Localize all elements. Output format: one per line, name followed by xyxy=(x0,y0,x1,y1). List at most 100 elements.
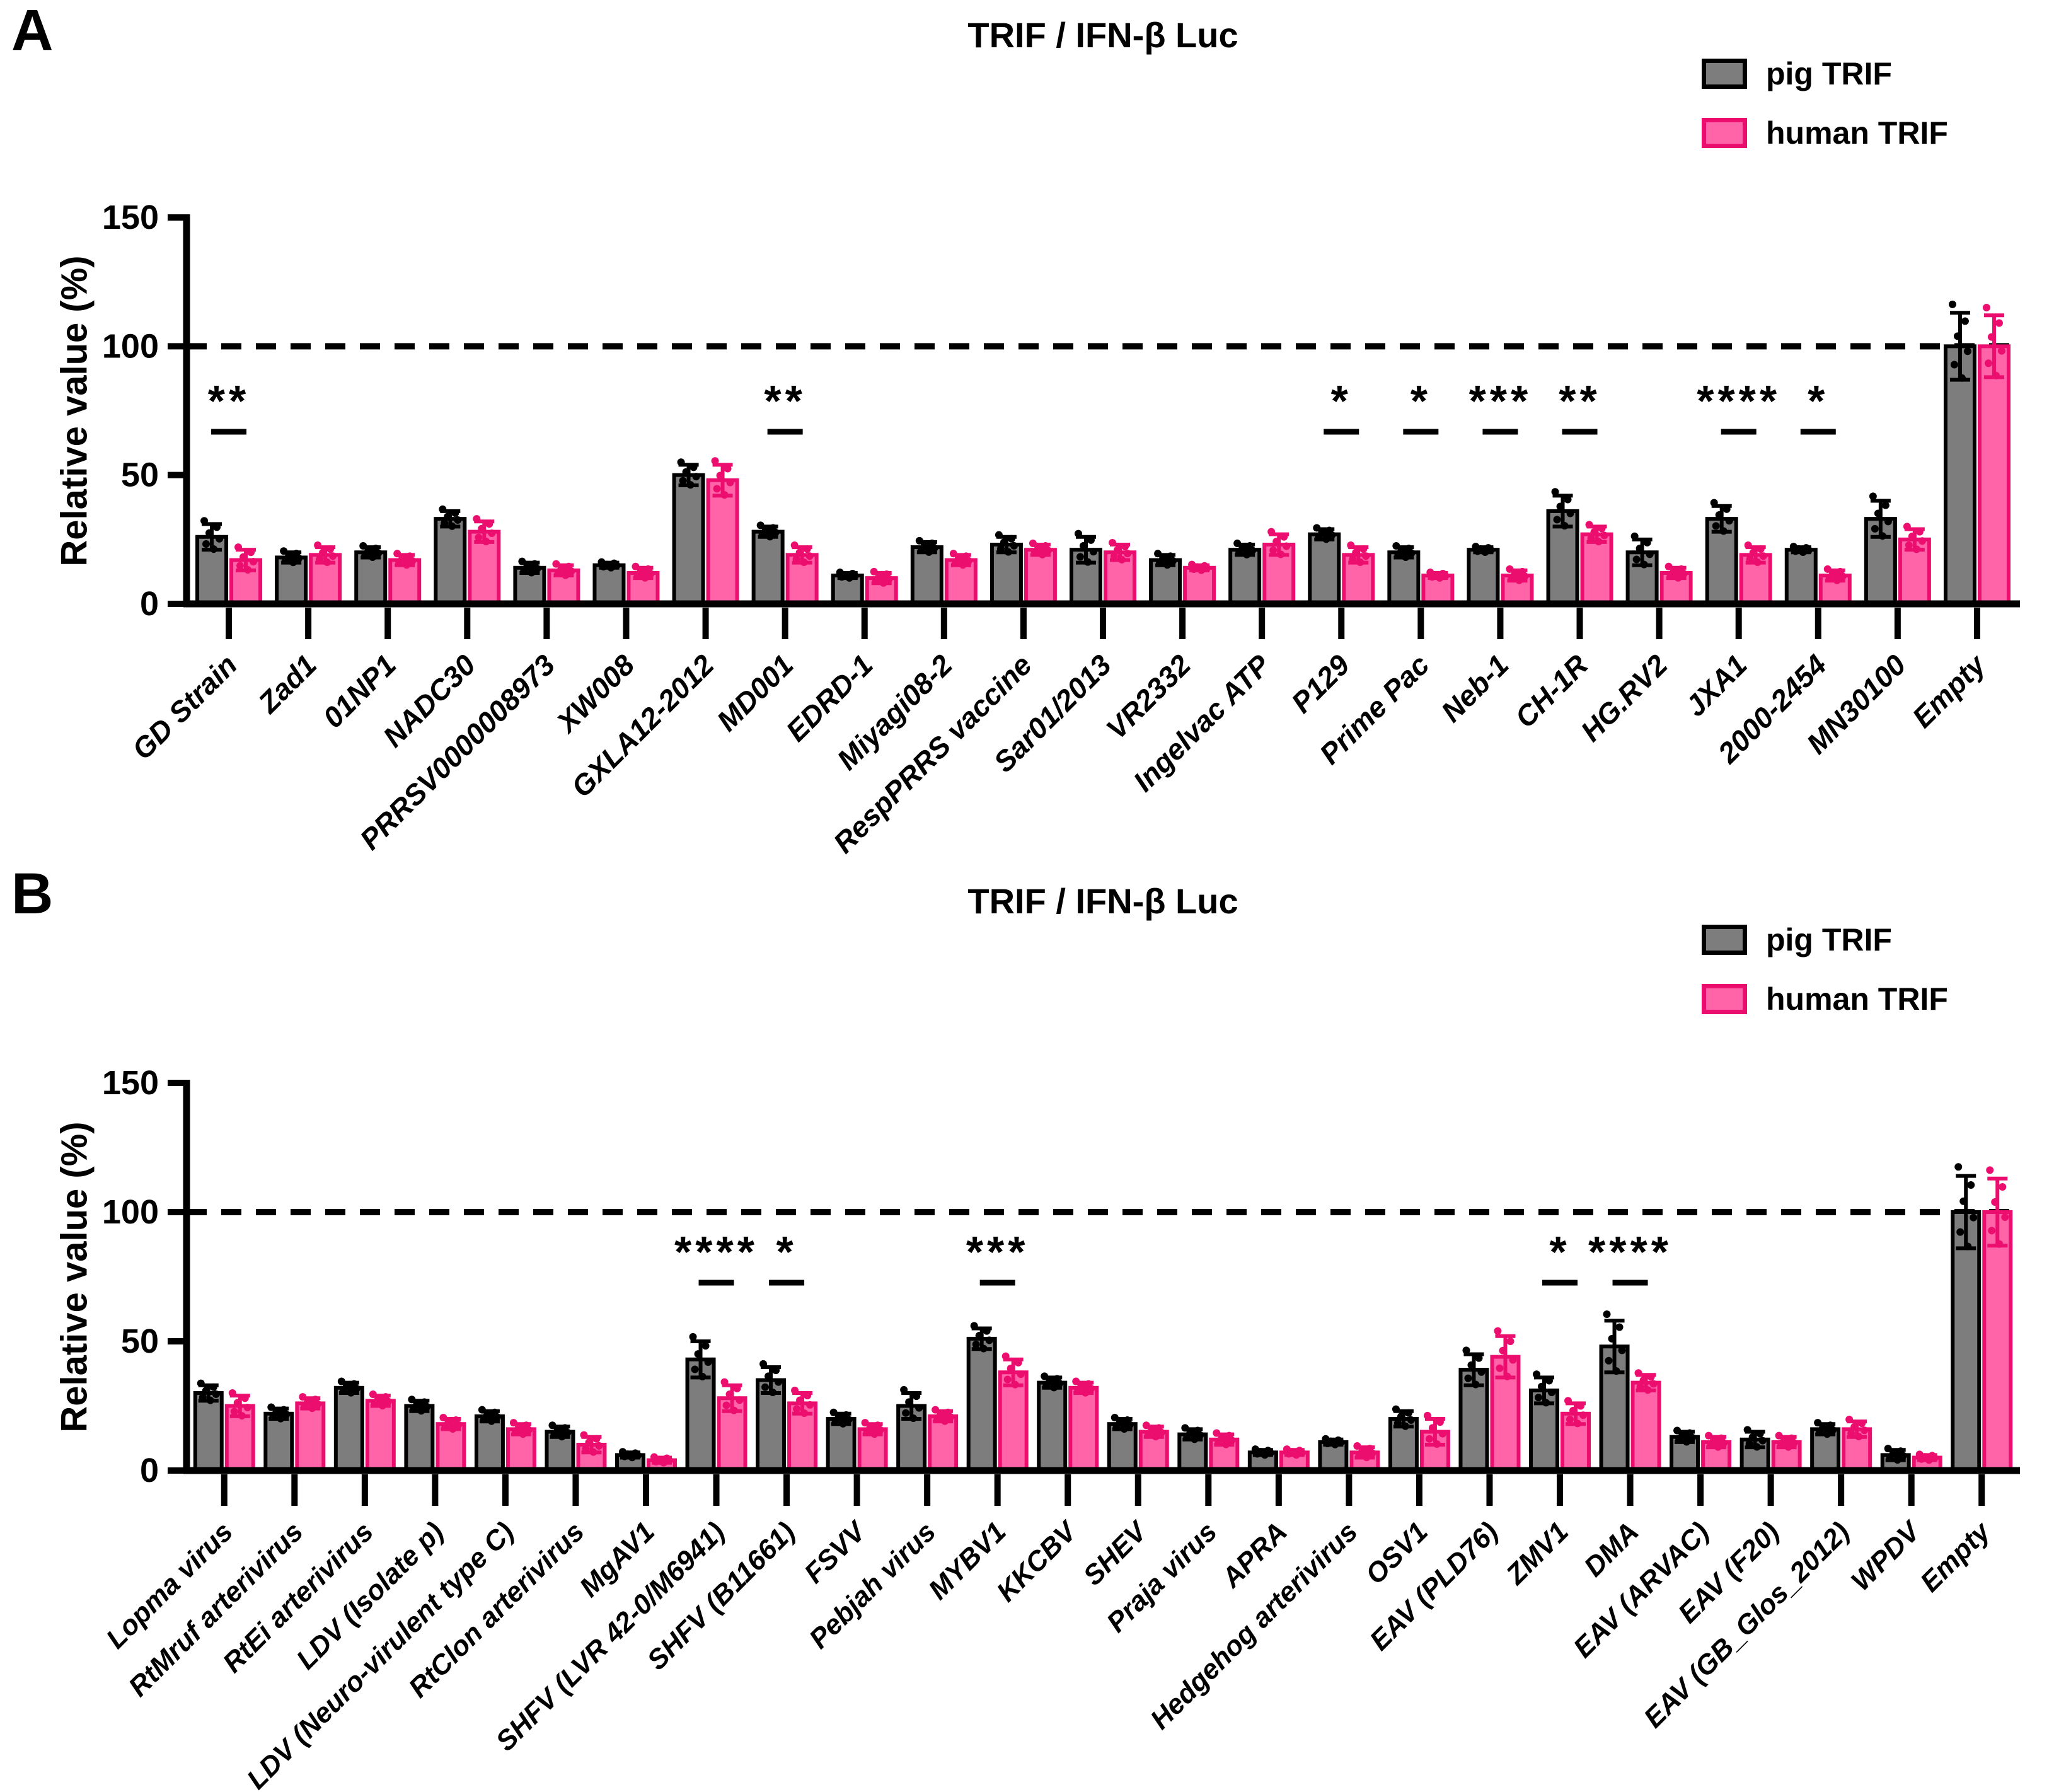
data-point xyxy=(829,1408,838,1416)
data-point xyxy=(686,481,695,489)
data-point xyxy=(851,572,859,580)
data-point xyxy=(228,1389,236,1397)
bar-pig-TRIF xyxy=(193,1391,224,1472)
data-point xyxy=(1467,1361,1475,1369)
data-point xyxy=(1393,1419,1402,1427)
data-point xyxy=(238,1412,246,1420)
data-point xyxy=(804,1392,812,1400)
legend-item-human-trif: human TRIF xyxy=(1702,117,1948,149)
data-point xyxy=(1151,1433,1160,1441)
data-point xyxy=(1003,1375,1012,1384)
data-point xyxy=(580,1431,588,1439)
bar-pig-TRIF xyxy=(592,563,626,606)
data-point xyxy=(216,535,224,543)
data-point xyxy=(1758,1436,1767,1445)
x-category-label: HG.RV2 xyxy=(1574,648,1674,748)
data-point xyxy=(666,1457,673,1465)
data-point xyxy=(679,477,687,485)
data-point xyxy=(1579,1411,1587,1419)
data-point xyxy=(1353,1442,1361,1450)
data-point xyxy=(1156,559,1164,567)
data-point xyxy=(839,1419,847,1428)
significance-stars: *** xyxy=(1469,376,1532,425)
data-point xyxy=(632,562,640,570)
data-point xyxy=(1886,1454,1894,1462)
data-point xyxy=(803,545,811,553)
data-point xyxy=(1551,488,1559,496)
data-point xyxy=(1814,1419,1822,1427)
data-point xyxy=(677,458,685,466)
data-point xyxy=(1845,1416,1854,1424)
data-point xyxy=(1917,1455,1925,1463)
data-point xyxy=(314,1400,322,1408)
data-point xyxy=(247,548,255,557)
data-point xyxy=(1643,538,1651,546)
data-point xyxy=(1991,1198,1999,1206)
data-point xyxy=(1753,558,1762,567)
data-point xyxy=(562,571,570,579)
data-point xyxy=(1674,574,1682,582)
data-point xyxy=(478,1406,486,1414)
data-point xyxy=(528,569,536,577)
data-point xyxy=(1109,538,1116,546)
data-point xyxy=(692,473,700,481)
data-point xyxy=(1992,371,2000,379)
bar-pig-TRIF xyxy=(333,1385,364,1473)
x-category-label: Empty xyxy=(1915,1515,1998,1598)
data-point xyxy=(1521,572,1529,581)
data-point xyxy=(1090,548,1097,556)
data-point xyxy=(589,1448,597,1456)
data-point xyxy=(1436,1418,1444,1426)
data-point xyxy=(1359,545,1368,553)
data-point xyxy=(1284,1450,1293,1458)
x-category-label: DMA xyxy=(1578,1516,1645,1583)
x-category-label: GXLA12-2012 xyxy=(565,648,720,804)
data-point xyxy=(212,1390,220,1398)
data-point xyxy=(1569,1406,1577,1414)
data-point xyxy=(1749,548,1757,557)
data-point xyxy=(1566,509,1574,517)
data-point xyxy=(1436,574,1444,582)
human-trif-swatch-icon xyxy=(1702,984,1747,1014)
data-point xyxy=(1191,1435,1199,1443)
data-point xyxy=(1855,1433,1863,1441)
bar-pig-TRIF xyxy=(672,473,705,606)
data-point xyxy=(885,575,893,583)
data-point xyxy=(210,545,218,553)
data-point xyxy=(641,574,649,582)
data-point xyxy=(1041,1372,1049,1380)
panel-a-legend: pig TRIF human TRIF xyxy=(1702,58,1948,149)
data-point xyxy=(972,1340,980,1348)
pig-trif-swatch-icon xyxy=(1702,59,1747,89)
data-point xyxy=(711,457,719,465)
data-point xyxy=(682,468,690,476)
data-point xyxy=(410,1405,418,1413)
data-point xyxy=(964,557,972,565)
bar-pig-TRIF xyxy=(1037,1380,1068,1473)
data-point xyxy=(1545,1377,1553,1385)
data-point xyxy=(441,1423,449,1431)
x-category-label: JXA1 xyxy=(1679,648,1753,722)
data-point xyxy=(1515,576,1523,584)
data-point xyxy=(1647,1373,1655,1381)
data-point xyxy=(1964,1242,1972,1251)
data-point xyxy=(509,1419,517,1427)
data-point xyxy=(1675,1436,1683,1444)
data-point xyxy=(1861,1426,1869,1435)
legend-label-pig-trif: pig TRIF xyxy=(1766,56,1892,91)
data-point xyxy=(1087,536,1095,544)
data-point xyxy=(1603,1310,1611,1318)
data-point xyxy=(1157,1428,1165,1436)
data-point xyxy=(417,1407,425,1415)
data-point xyxy=(1899,1452,1907,1460)
data-point xyxy=(1995,319,2003,327)
data-point xyxy=(1705,1431,1713,1440)
data-point xyxy=(1000,538,1008,546)
data-point xyxy=(1823,565,1832,573)
data-point xyxy=(1011,1380,1019,1389)
data-point xyxy=(1744,541,1752,550)
data-point xyxy=(730,1406,738,1414)
data-point xyxy=(713,485,721,493)
data-point xyxy=(930,544,938,552)
data-point xyxy=(1349,555,1357,564)
